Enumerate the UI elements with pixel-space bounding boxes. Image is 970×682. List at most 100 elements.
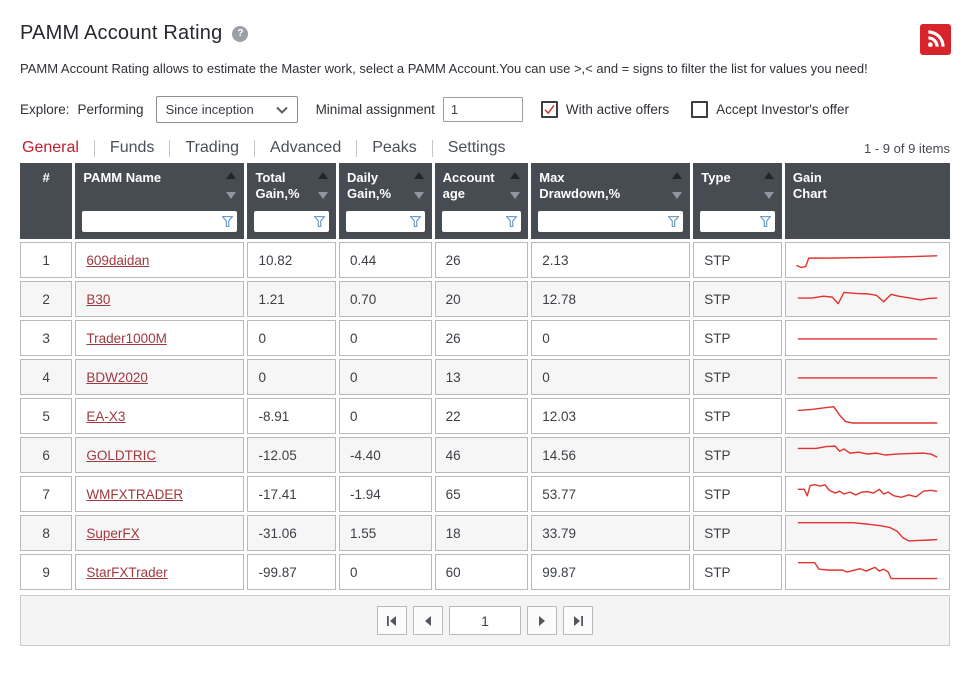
total-gain-cell: 0 [247, 320, 337, 356]
help-icon[interactable]: ? [232, 25, 249, 42]
gain-chart-cell [784, 554, 950, 590]
pamm-account-link[interactable]: Trader1000M [86, 330, 167, 346]
previous-page-button[interactable] [413, 606, 443, 635]
gain-sparkline-chart [794, 285, 941, 313]
filter-funnel-icon[interactable] [409, 216, 421, 227]
gain-chart-cell [784, 320, 950, 356]
filter-input-daily-gain[interactable] [346, 211, 425, 232]
first-page-button[interactable] [377, 606, 407, 635]
sort-descending-icon[interactable] [226, 192, 237, 199]
accept-investors-offer-label: Accept Investor's offer [716, 102, 850, 117]
column-label: Daily Gain,% [347, 170, 392, 202]
sort-ascending-icon[interactable] [510, 172, 521, 179]
filter-funnel-icon[interactable] [314, 216, 326, 227]
pamm-account-link[interactable]: GOLDTRIC [86, 447, 157, 463]
pamm-account-link[interactable]: BDW2020 [86, 369, 148, 385]
sort-descending-icon[interactable] [763, 192, 774, 199]
gain-sparkline-chart [794, 441, 941, 469]
row-index-cell: 7 [20, 476, 73, 512]
daily-gain-cell: 1.55 [339, 515, 432, 551]
pamm-name-cell: StarFXTrader [75, 554, 245, 590]
pamm-account-link[interactable]: 609daidan [86, 252, 150, 268]
row-index-cell: 9 [20, 554, 73, 590]
column-filter [700, 211, 775, 232]
column-header-account-age[interactable]: Account age [434, 163, 529, 239]
tab-settings[interactable]: Settings [447, 139, 506, 156]
pamm-account-link[interactable]: EA-X3 [86, 408, 126, 424]
pamm-name-cell: EA-X3 [75, 398, 245, 434]
table-row: 8 SuperFX -31.06 1.55 18 33.79 STP [20, 515, 950, 551]
column-filter [346, 211, 425, 232]
daily-gain-cell: 0.44 [339, 242, 432, 278]
sort-ascending-icon[interactable] [318, 172, 329, 179]
filter-funnel-icon[interactable] [222, 216, 234, 227]
gain-sparkline-chart [794, 480, 941, 508]
pamm-rating-table: # PAMM Name Total Gain,% Daily Gain,% Accoun… [17, 160, 953, 593]
max-drawdown-cell: 14.56 [531, 437, 691, 473]
pamm-account-link[interactable]: WMFXTRADER [86, 486, 184, 502]
page-number-input[interactable] [449, 606, 521, 635]
pamm-account-link[interactable]: StarFXTrader [86, 564, 168, 580]
total-gain-cell: -99.87 [247, 554, 337, 590]
performing-label: Performing [77, 102, 144, 117]
table-row: 4 BDW2020 0 0 13 0 STP [20, 359, 950, 395]
checkbox-box[interactable] [540, 101, 558, 118]
with-active-offers-label: With active offers [565, 102, 670, 117]
last-page-button[interactable] [563, 606, 593, 635]
sort-ascending-icon[interactable] [672, 172, 683, 179]
column-header-type[interactable]: Type [693, 163, 782, 239]
column-header-daily-gain[interactable]: Daily Gain,% [339, 163, 432, 239]
total-gain-cell: 10.82 [247, 242, 337, 278]
tab-separator [93, 139, 95, 157]
sort-arrows [510, 172, 521, 199]
total-gain-cell: -17.41 [247, 476, 337, 512]
checkbox-box[interactable] [691, 101, 709, 118]
account-age-cell: 60 [434, 554, 529, 590]
sort-ascending-icon[interactable] [413, 172, 424, 179]
column-header-max-drawdown[interactable]: Max Drawdown,% [531, 163, 691, 239]
tab-trading[interactable]: Trading [185, 139, 240, 156]
minimal-assignment-input[interactable] [442, 97, 523, 122]
with-active-offers-checkbox[interactable]: With active offers [540, 101, 670, 118]
sort-arrows [226, 172, 237, 199]
column-label: Max Drawdown,% [539, 170, 621, 202]
sort-descending-icon[interactable] [672, 192, 683, 199]
sort-ascending-icon[interactable] [763, 172, 774, 179]
column-header-total-gain[interactable]: Total Gain,% [247, 163, 337, 239]
accept-investors-offer-checkbox[interactable]: Accept Investor's offer [691, 101, 849, 118]
filter-input-account-age[interactable] [441, 211, 522, 232]
type-cell: STP [693, 281, 782, 317]
filter-input-total-gain[interactable] [254, 211, 330, 232]
tab-advanced[interactable]: Advanced [270, 139, 342, 156]
tab-separator [169, 139, 171, 157]
chevron-down-icon [275, 106, 288, 114]
rss-icon[interactable] [920, 24, 951, 55]
pamm-account-link[interactable]: SuperFX [86, 525, 140, 541]
tab-general[interactable]: General [22, 139, 79, 156]
row-index-cell: 3 [20, 320, 73, 356]
type-cell: STP [693, 398, 782, 434]
period-select[interactable]: Since inception [155, 96, 298, 123]
filter-input-type[interactable] [700, 211, 775, 232]
items-count: 1 - 9 of 9 items [864, 141, 950, 156]
filter-input-pamm-name[interactable] [82, 211, 238, 232]
gain-chart-cell [784, 515, 950, 551]
sort-ascending-icon[interactable] [226, 172, 237, 179]
column-filter [441, 211, 522, 232]
daily-gain-cell: 0 [339, 554, 432, 590]
next-page-button[interactable] [527, 606, 557, 635]
sort-descending-icon[interactable] [413, 192, 424, 199]
max-drawdown-cell: 2.13 [531, 242, 691, 278]
filter-funnel-icon[interactable] [759, 216, 771, 227]
sort-arrows [413, 172, 424, 199]
filter-input-max-drawdown[interactable] [538, 211, 684, 232]
tab-funds[interactable]: Funds [109, 139, 155, 156]
sort-descending-icon[interactable] [510, 192, 521, 199]
tab-peaks[interactable]: Peaks [372, 139, 417, 156]
account-age-cell: 22 [434, 398, 529, 434]
sort-descending-icon[interactable] [318, 192, 329, 199]
pamm-account-link[interactable]: B30 [86, 291, 111, 307]
filter-funnel-icon[interactable] [668, 216, 680, 227]
filter-funnel-icon[interactable] [506, 216, 518, 227]
column-header-pamm-name[interactable]: PAMM Name [75, 163, 245, 239]
